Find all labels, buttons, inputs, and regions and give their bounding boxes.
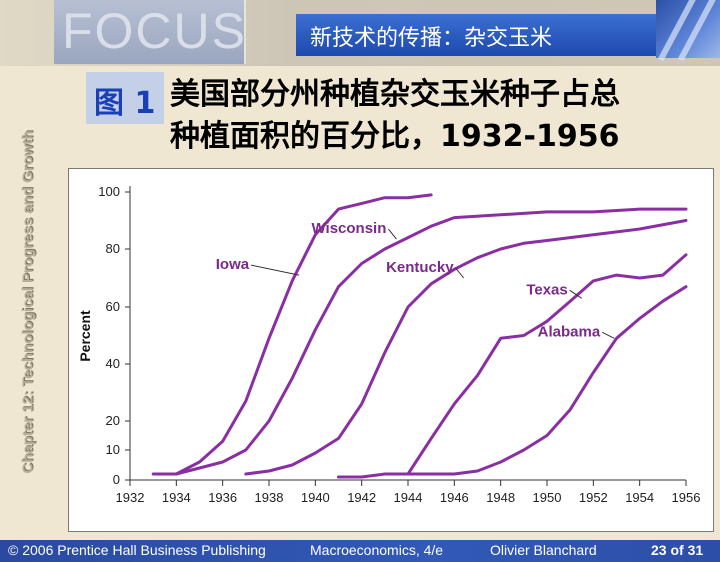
y-tick-label-100: 100: [98, 184, 120, 199]
series-line-texas: [406, 253, 688, 476]
y-tick-label-20: 20: [106, 413, 120, 428]
footer-copyright: © 2006 Prentice Hall Business Publishing: [8, 542, 266, 558]
series-leader-kentucky: [455, 267, 464, 279]
x-tick-label-1956: 1956: [672, 490, 701, 505]
y-tick-label-60: 60: [106, 299, 120, 314]
x-tick-label-1948: 1948: [486, 490, 515, 505]
series-line-alabama: [337, 285, 688, 479]
series-line-wisconsin: [174, 207, 688, 476]
series-leader-alabama: [601, 331, 615, 339]
x-tick-label-1934: 1934: [162, 490, 191, 505]
footer-book: Macroeconomics, 4/e: [310, 542, 444, 558]
focus-word: FOCUS: [62, 3, 247, 59]
y-tick-label-80: 80: [106, 241, 120, 256]
topic-title: 新技术的传播：杂交玉米: [310, 26, 553, 51]
x-tick-label-1944: 1944: [394, 490, 423, 505]
series-line-iowa: [151, 193, 433, 476]
series-line-kentucky: [244, 219, 688, 476]
figure-label: 图 1: [94, 86, 156, 121]
series-leader-texas: [569, 289, 583, 299]
figure-title: 美国部分州种植杂交玉米种子占总 种植面积的百分比，1932-1956: [170, 74, 718, 158]
left-band: [0, 66, 56, 540]
series-leader-wisconsin: [388, 228, 397, 240]
line-chart: 0 10 20 40 60 80 100 1932 1934 1936 1938 1940 1942 19…: [77, 184, 701, 505]
x-tick-label-1946: 1946: [440, 490, 469, 505]
series-label-iowa: Iowa: [216, 256, 250, 273]
footer-bar: © 2006 Prentice Hall Business Publishing…: [0, 540, 720, 562]
x-tick-label-1952: 1952: [579, 490, 608, 505]
focus-box: [54, 0, 246, 64]
x-tick-label-1942: 1942: [347, 490, 376, 505]
chapter-vertical-title: Chapter 12: Technological Progress and G…: [19, 130, 37, 474]
corner-decoration: [656, 0, 720, 62]
x-tick-label-1938: 1938: [255, 490, 284, 505]
x-tick-label-1940: 1940: [301, 490, 330, 505]
series-leader-iowa: [251, 264, 300, 276]
x-tick-label-1932: 1932: [116, 490, 145, 505]
x-tick-label-1954: 1954: [625, 490, 654, 505]
y-axis-label: Percent: [77, 310, 93, 362]
figure-label-box: [86, 72, 164, 124]
topic-box: [296, 14, 656, 56]
chart-frame: [68, 168, 714, 532]
figure-title-line-2: 种植面积的百分比，1932-1956: [170, 119, 620, 154]
x-tick-label-1950: 1950: [533, 490, 562, 505]
footer-page-number: 23 of 31: [651, 542, 704, 558]
footer-author: Olivier Blanchard: [490, 542, 597, 558]
series-label-wisconsin: Wisconsin: [312, 220, 387, 237]
figure-title-line-1: 美国部分州种植杂交玉米种子占总: [170, 77, 620, 112]
y-tick-label-0: 0: [113, 472, 120, 487]
series-label-kentucky: Kentucky: [386, 259, 454, 276]
y-tick-label-40: 40: [106, 356, 120, 371]
x-tick-label-1936: 1936: [208, 490, 237, 505]
series-label-texas: Texas: [526, 281, 567, 298]
y-tick-label-10: 10: [106, 442, 120, 457]
series-label-alabama: Alabama: [538, 323, 601, 340]
